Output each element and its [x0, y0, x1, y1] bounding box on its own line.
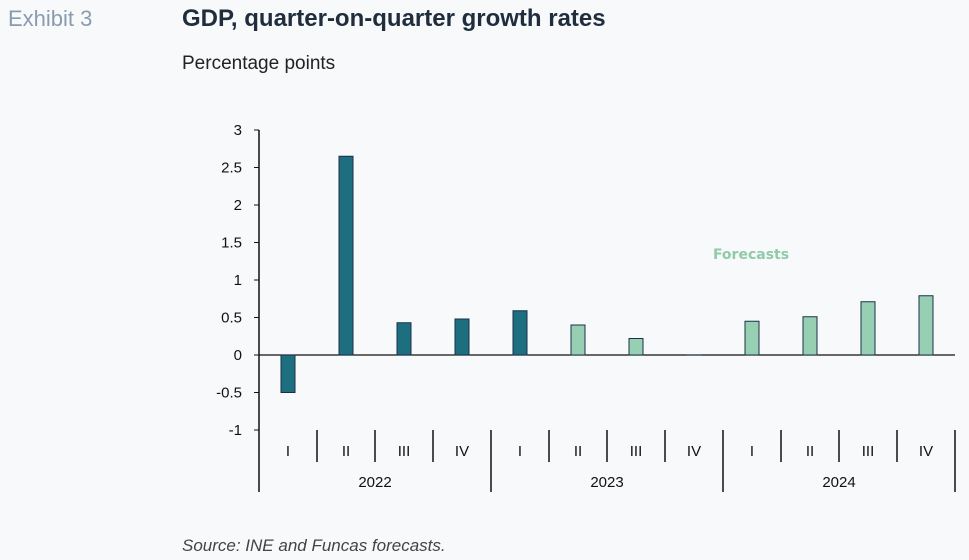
x-tick-label: III: [630, 443, 643, 460]
actual-bar: [338, 155, 354, 356]
forecast-bar: [860, 301, 876, 356]
x-tick-label: II: [342, 443, 350, 460]
forecast-bar: [802, 316, 818, 356]
actual-bar: [512, 310, 528, 356]
actual-bar: [396, 322, 412, 356]
x-tick-label: III: [862, 443, 875, 460]
chart-title: GDP, quarter-on-quarter growth rates: [182, 5, 606, 32]
y-tick-label: 0.5: [221, 310, 242, 327]
x-tick-label: I: [518, 443, 522, 460]
forecast-bar: [918, 295, 934, 356]
actual-bar: [454, 318, 470, 356]
x-tick-label: IV: [687, 443, 701, 460]
x-tick-label: IV: [919, 443, 933, 460]
exhibit-label: Exhibit 3: [8, 6, 93, 31]
forecast-bar: [628, 338, 644, 356]
x-tick-label: I: [286, 443, 290, 460]
x-tick-label: III: [398, 443, 411, 460]
x-tick-label: II: [806, 443, 814, 460]
y-tick-label: -0.5: [216, 385, 242, 402]
forecast-bar: [744, 320, 760, 356]
y-tick-label: 2.5: [221, 160, 242, 177]
year-label: 2022: [358, 474, 391, 491]
x-tick-label: IV: [455, 443, 469, 460]
x-tick-label: I: [750, 443, 754, 460]
y-tick-label: 1: [234, 272, 242, 289]
y-tick-label: 2: [234, 197, 242, 214]
y-tick-label: 3: [234, 122, 242, 139]
y-tick-label: 1.5: [221, 235, 242, 252]
y-tick-label: -1: [229, 422, 242, 439]
forecasts-annotation: Forecasts: [713, 247, 789, 263]
year-label: 2023: [590, 474, 623, 491]
chart-subtitle: Percentage points: [182, 53, 336, 74]
x-tick-label: II: [574, 443, 582, 460]
forecast-bar: [570, 324, 586, 356]
y-tick-label: 0: [234, 347, 242, 364]
actual-bar: [280, 354, 296, 393]
source-note: Source: INE and Funcas forecasts.: [182, 536, 446, 555]
year-label: 2024: [822, 474, 855, 491]
